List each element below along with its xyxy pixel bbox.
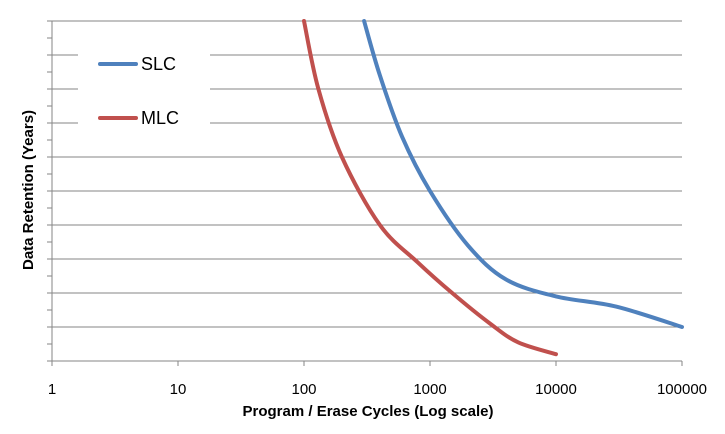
legend: SLC MLC (78, 36, 210, 140)
legend-label-mlc: MLC (141, 108, 179, 128)
x-tick-label: 10 (170, 381, 187, 398)
legend-box (78, 36, 210, 140)
x-tick-label: 100000 (657, 381, 707, 398)
series-line-slc (362, 19, 684, 329)
series-lines (302, 19, 684, 357)
series-line-mlc (302, 19, 558, 357)
legend-label-slc: SLC (141, 54, 176, 74)
x-tick-label: 10000 (535, 381, 577, 398)
y-axis-title: Data Retention (Years) (20, 110, 37, 270)
x-tick-label: 100 (291, 381, 316, 398)
axes (47, 20, 683, 366)
x-axis-title: Program / Erase Cycles (Log scale) (243, 403, 494, 420)
x-tick-label: 1 (48, 381, 56, 398)
x-tick-label: 1000 (413, 381, 446, 398)
x-tick-labels: 1 10 100 1000 10000 100000 (48, 381, 707, 398)
